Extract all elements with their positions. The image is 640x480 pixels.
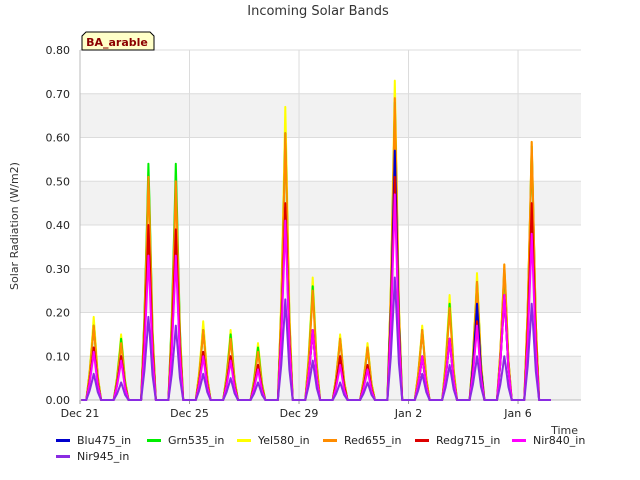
legend-item: Yel580_in [237, 434, 323, 447]
x-tick-label: Jan 2 [394, 407, 422, 420]
plot-band [80, 50, 581, 94]
x-tick-label: Dec 29 [280, 407, 319, 420]
series-line-nir945-in [81, 276, 551, 401]
legend-label: Redg715_in [436, 434, 501, 447]
legend-swatch [237, 439, 251, 442]
legend-swatch [56, 439, 70, 442]
site-badge: BA_arable [81, 31, 155, 51]
legend-label: Blu475_in [77, 434, 132, 447]
x-axis-label: Time [550, 424, 578, 437]
plot-band [80, 225, 581, 269]
legend-label: Yel580_in [258, 434, 310, 447]
legend-label: Grn535_in [168, 434, 225, 447]
x-tick-labels: Dec 21 Dec 25 Dec 29 Jan 2 Jan 6 [61, 400, 532, 420]
legend-label: Nir840_in [533, 434, 586, 447]
y-tick-label: 0.00 [46, 394, 71, 407]
x-tick-label: Jan 6 [503, 407, 531, 420]
chart-title: Incoming Solar Bands [247, 4, 389, 19]
legend-swatch [323, 439, 337, 442]
plot-band [80, 93, 581, 138]
plot-background [80, 50, 581, 400]
series-lines [81, 79, 551, 401]
y-tick-label: 0.40 [46, 219, 71, 232]
y-tick-label: 0.80 [46, 44, 71, 57]
y-tick-label: 0.20 [46, 307, 71, 320]
legend-swatch [415, 439, 429, 442]
legend-swatch [512, 439, 526, 442]
legend-label: Red655_in [344, 434, 402, 447]
series-line-nir840-in [81, 193, 551, 401]
x-tick-label: Dec 25 [170, 407, 209, 420]
legend: Blu475_in Grn535_in Yel580_in Red655_in Redg… [56, 434, 636, 463]
plot-band [80, 181, 581, 225]
legend-item: Nir945_in [56, 450, 147, 463]
legend-item: Nir840_in [512, 434, 603, 447]
legend-label: Nir945_in [77, 450, 130, 463]
badge-box [81, 31, 155, 51]
y-tick-labels: 0.00 0.10 0.20 0.30 0.40 0.50 0.60 0.70 0.80 [46, 44, 71, 407]
legend-item: Blu475_in [56, 434, 147, 447]
plot-band [80, 268, 581, 313]
badge-label: BA_arable [86, 36, 148, 49]
legend-item: Redg715_in [415, 434, 512, 447]
plot-band [80, 137, 581, 182]
plot-band [80, 312, 581, 357]
legend-item: Grn535_in [147, 434, 237, 447]
y-tick-label: 0.50 [46, 175, 71, 188]
y-tick-label: 0.30 [46, 263, 71, 276]
legend-swatch [56, 455, 70, 458]
y-tick-label: 0.60 [46, 132, 71, 145]
x-tick-label: Dec 21 [61, 407, 100, 420]
legend-swatch [147, 439, 161, 442]
legend-item: Red655_in [323, 434, 415, 447]
y-tick-label: 0.70 [46, 88, 71, 101]
y-axis-label: Solar Radiation (W/m2) [8, 162, 21, 290]
y-tick-label: 0.10 [46, 350, 71, 363]
